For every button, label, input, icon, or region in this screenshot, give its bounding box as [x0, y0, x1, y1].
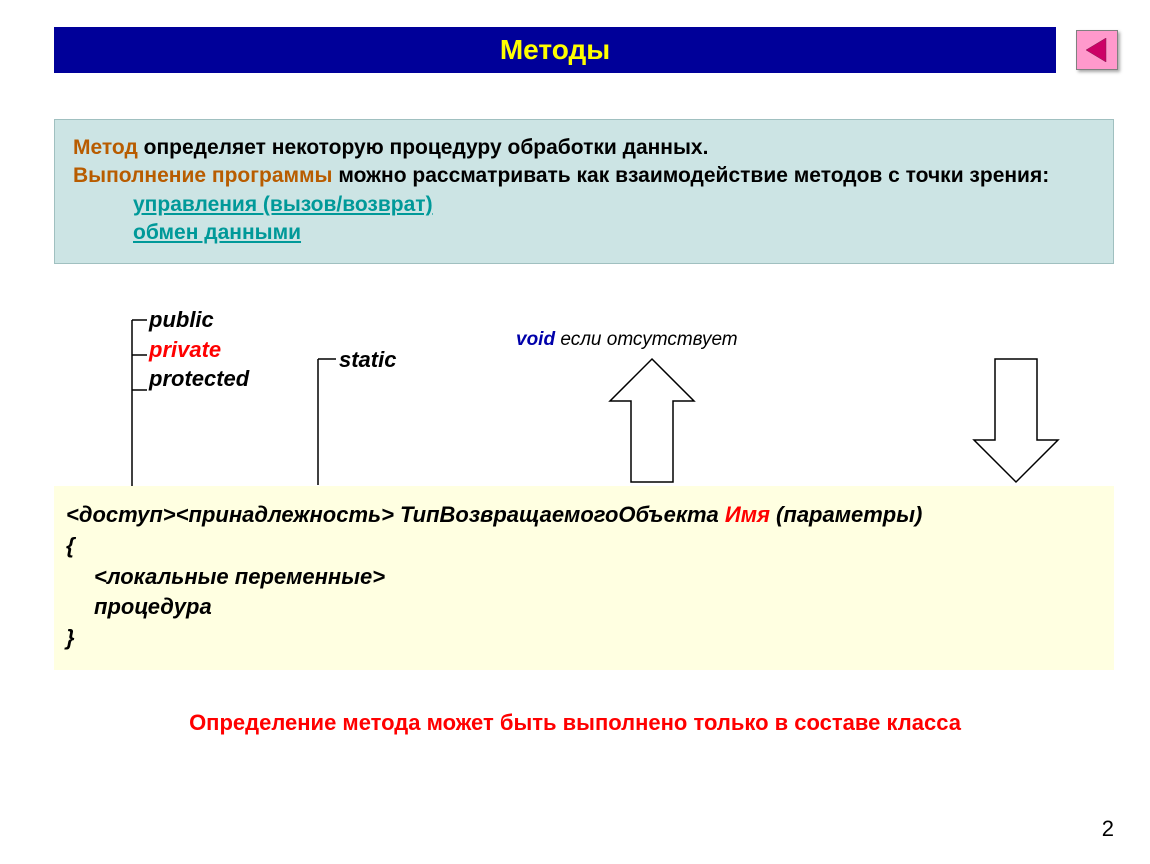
- syntax-procedure: процедура: [94, 592, 1096, 623]
- triangle-left-icon: [1086, 38, 1108, 62]
- arrow-up-icon: [610, 359, 694, 484]
- void-label-row: void если отсутствует: [516, 329, 738, 351]
- definition-box: Метод определяет некоторую процедуру обр…: [54, 119, 1114, 264]
- access-modifier-labels: public private protected: [149, 305, 249, 394]
- link-data-exchange[interactable]: обмен данными: [133, 221, 301, 244]
- access-protected: protected: [149, 364, 249, 394]
- syntax-box: <доступ><принадлежность> ТипВозвращаемог…: [54, 486, 1114, 670]
- static-label: static: [339, 347, 396, 373]
- syntax-brace-close: }: [66, 623, 1096, 654]
- prev-slide-button[interactable]: [1076, 30, 1118, 70]
- definition-line-1: Метод определяет некоторую процедуру обр…: [73, 134, 1095, 162]
- link-1-row: управления (вызов/возврат): [133, 191, 1095, 219]
- slide-title: Методы: [500, 34, 610, 66]
- syntax-line-1: <доступ><принадлежность> ТипВозвращаемог…: [66, 500, 1096, 531]
- method-text: определяет некоторую процедуру обработки…: [138, 136, 709, 159]
- footer-note: Определение метода может быть выполнено …: [0, 710, 1150, 736]
- method-label: Метод: [73, 136, 138, 159]
- syntax-locals: <локальные переменные>: [94, 562, 1096, 593]
- access-bracket-icon: [112, 315, 152, 490]
- syntax-name: Имя: [725, 502, 770, 527]
- syntax-params: (параметры): [770, 502, 922, 527]
- title-bar: Методы: [54, 27, 1056, 73]
- link-control[interactable]: управления (вызов/возврат): [133, 193, 433, 216]
- definition-line-2: Выполнение программы можно рассматривать…: [73, 162, 1095, 190]
- exec-text: можно рассматривать как взаимодействие м…: [333, 164, 1050, 187]
- syntax-prefix: <доступ><принадлежность> ТипВозвращаемог…: [66, 502, 725, 527]
- page-number: 2: [1102, 816, 1114, 842]
- access-public: public: [149, 305, 249, 335]
- syntax-brace-open: {: [66, 531, 1096, 562]
- link-2-row: обмен данными: [133, 219, 1095, 247]
- void-keyword: void: [516, 329, 555, 350]
- exec-label: Выполнение программы: [73, 164, 333, 187]
- diagram-area: public private protected static void есл…: [54, 305, 1114, 505]
- void-text: если отсутствует: [555, 329, 738, 350]
- arrow-down-icon: [974, 359, 1058, 484]
- access-private: private: [149, 335, 249, 365]
- static-bracket-icon: [298, 353, 343, 488]
